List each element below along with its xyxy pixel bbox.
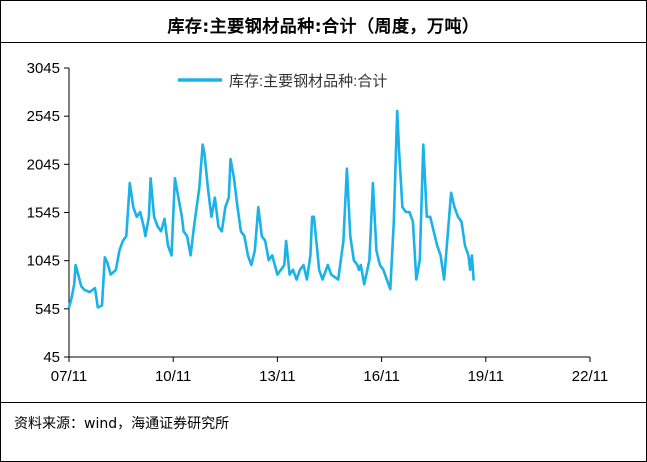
legend-label: 库存:主要钢材品种:合计 <box>229 73 387 90</box>
x-tick-label: 22/11 <box>572 368 608 385</box>
source-rule <box>0 402 647 403</box>
x-tick-label: 16/11 <box>363 368 399 385</box>
line-chart: 45 545 1045 1545 2045 2545 3045 07/11 10/11 13/11… <box>27 60 609 385</box>
x-tick-label: 19/11 <box>468 368 504 385</box>
y-tick-label: 2045 <box>27 156 60 173</box>
series-line <box>67 109 475 309</box>
x-tick-label: 13/11 <box>259 368 295 385</box>
y-tick-label: 1045 <box>27 253 60 270</box>
y-tick-label: 3045 <box>27 60 60 77</box>
y-tick-label: 545 <box>35 301 60 318</box>
title-rule <box>0 42 647 43</box>
y-tick-label: 45 <box>43 349 60 366</box>
source-note: 资料来源：wind，海通证券研究所 <box>14 416 230 432</box>
y-tick-label: 1545 <box>27 205 60 222</box>
chart-title: 库存:主要钢材品种:合计（周度，万吨） <box>167 17 480 37</box>
y-tick-label: 2545 <box>27 108 60 125</box>
x-tick-label: 10/11 <box>155 368 191 385</box>
x-tick-label: 07/11 <box>51 368 87 385</box>
